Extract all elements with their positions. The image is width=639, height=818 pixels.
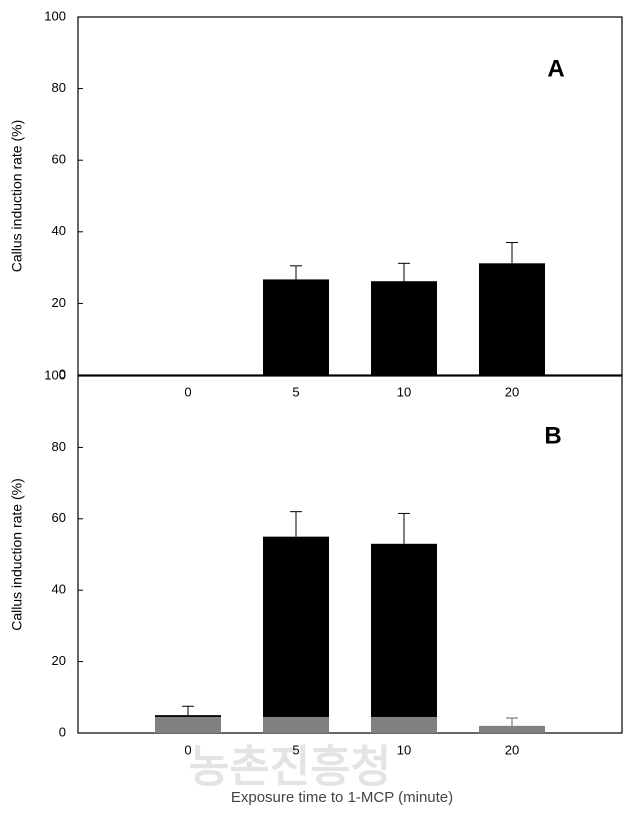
bar <box>155 716 221 733</box>
x-tick-label: 0 <box>184 742 191 757</box>
y-axis-label: Callus induction rate (%) <box>9 120 25 273</box>
panel-label: A <box>547 55 564 82</box>
y-tick-label: 20 <box>52 653 66 668</box>
x-tick-label: 0 <box>184 384 191 399</box>
y-tick-label: 20 <box>52 295 66 310</box>
plot-frame <box>77 16 623 376</box>
watermark: 농촌진흥청 <box>189 743 391 792</box>
x-tick-label: 5 <box>292 742 299 757</box>
y-tick-label: 100 <box>44 367 66 382</box>
bar <box>479 263 545 375</box>
y-tick-label: 40 <box>52 582 66 597</box>
x-tick-label: 20 <box>505 742 519 757</box>
x-tick-label: 10 <box>397 384 411 399</box>
x-tick-label: 20 <box>505 384 519 399</box>
x-axis-label: Exposure time to 1-MCP (minute) <box>231 789 453 806</box>
y-tick-label: 80 <box>52 80 66 95</box>
y-tick-label: 0 <box>59 724 66 739</box>
y-tick-label: 60 <box>52 152 66 167</box>
bar <box>479 725 545 733</box>
y-tick-label: 40 <box>52 223 66 238</box>
y-tick-label: 80 <box>52 439 66 454</box>
bar <box>371 543 437 733</box>
bar <box>263 279 329 375</box>
bar <box>263 716 329 733</box>
bar <box>263 536 329 733</box>
panel-label: B <box>544 422 561 449</box>
y-tick-label: 60 <box>52 510 66 525</box>
bar <box>371 281 437 375</box>
x-tick-label: 5 <box>292 384 299 399</box>
plot-frame <box>77 375 623 734</box>
y-tick-label: 0 <box>59 366 66 381</box>
y-tick-label: 100 <box>44 8 66 23</box>
y-axis-label: Callus induction rate (%) <box>9 478 25 631</box>
bar <box>371 716 437 733</box>
x-tick-label: 10 <box>397 742 411 757</box>
